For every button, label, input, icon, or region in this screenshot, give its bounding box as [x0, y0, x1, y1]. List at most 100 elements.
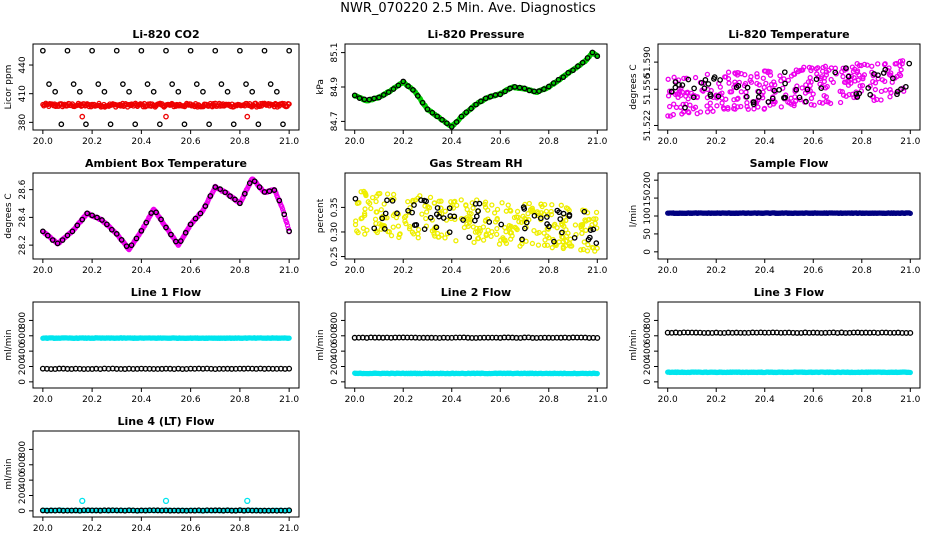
- data-point-black: [46, 81, 52, 87]
- data-point-yellow: [569, 243, 575, 249]
- data-point-magenta: [837, 88, 843, 94]
- data-point-magenta: [677, 88, 683, 95]
- data-point-black: [169, 81, 176, 87]
- data-point-magenta: [878, 88, 885, 95]
- data-point-black: [212, 47, 219, 54]
- data-point-magenta: [898, 67, 904, 73]
- data-point-magenta: [813, 66, 819, 72]
- data-point-black: [769, 95, 776, 102]
- data-point-yellow: [508, 208, 514, 214]
- data-point-black: [691, 85, 697, 92]
- data-point-black: [241, 190, 248, 197]
- data-point-black: [230, 121, 237, 128]
- data-point-magenta: [799, 85, 805, 91]
- data-point-magenta: [704, 103, 710, 109]
- data-point-magenta: [725, 69, 732, 75]
- data-point-black: [698, 79, 705, 86]
- data-point-yellow: [589, 244, 595, 251]
- data-point-yellow: [378, 207, 384, 213]
- data-point-yellow: [476, 225, 483, 232]
- plot-frame: [344, 43, 608, 131]
- panel-line1-flow: Line 1 Flow ml/min 20.0 20.2 20.4 20.6 20.8 21.…: [4, 286, 300, 405]
- plot-frame: [344, 301, 608, 389]
- data-point-navy: [907, 210, 913, 217]
- x-tick-label: 21.0: [279, 524, 299, 534]
- data-point-yellow: [438, 198, 444, 204]
- data-point-black: [594, 334, 601, 341]
- data-point-black: [255, 121, 262, 128]
- data-point-yellow: [365, 199, 371, 205]
- data-point-yellow: [472, 229, 479, 235]
- x-tick-label: 20.2: [393, 266, 413, 276]
- data-point-black: [40, 228, 46, 235]
- data-point-magenta: [828, 76, 834, 83]
- data-point-cyan-spike: [244, 497, 251, 505]
- data-point-yellow: [374, 209, 380, 215]
- data-point-yellow: [498, 237, 504, 243]
- data-point-yellow: [427, 194, 434, 201]
- data-point-yellow: [448, 204, 454, 210]
- data-point-magenta: [760, 75, 766, 81]
- data-point-yellow: [390, 224, 396, 230]
- data-point-black: [424, 106, 431, 113]
- x-tick-label: 20.2: [706, 266, 726, 276]
- x-tick-label: 20.6: [490, 266, 510, 276]
- y-tick-label: 84.9: [330, 77, 340, 97]
- data-point-yellow: [548, 208, 554, 215]
- data-point-yellow: [390, 191, 397, 198]
- x-tick-label: 20.8: [539, 395, 559, 405]
- data-point-red: [286, 101, 292, 107]
- data-point-yellow: [384, 191, 391, 197]
- data-point-yellow: [534, 209, 541, 215]
- data-point-yellow: [561, 223, 567, 229]
- data-point-black: [460, 217, 466, 223]
- data-point-magenta: [875, 76, 881, 82]
- data-point-black: [143, 219, 150, 226]
- data-point-yellow: [592, 248, 598, 254]
- data-point-magenta: [810, 91, 816, 97]
- data-point-black: [715, 93, 722, 100]
- data-point-yellow: [578, 223, 584, 230]
- data-point-black: [584, 55, 591, 61]
- data-point-black: [389, 197, 396, 204]
- data-point-yellow: [431, 231, 437, 237]
- plot-frame: [657, 301, 921, 389]
- data-point-magenta: [872, 86, 878, 93]
- data-point-magenta: [710, 108, 716, 114]
- data-point-black: [478, 98, 484, 105]
- x-tick-label: 21.0: [587, 266, 607, 276]
- data-point-magenta: [857, 83, 863, 89]
- data-point-black: [202, 203, 209, 209]
- data-point-black: [414, 93, 421, 99]
- data-point-yellow: [488, 233, 494, 239]
- data-point-black: [243, 81, 249, 87]
- data-point-black: [222, 189, 228, 196]
- data-point-black: [58, 121, 65, 128]
- data-point-black: [451, 213, 458, 220]
- x-tick-label: 20.8: [539, 137, 559, 147]
- data-point-yellow: [438, 205, 444, 211]
- data-point-cyan: [286, 335, 292, 341]
- data-point-yellow: [499, 200, 505, 206]
- data-point-yellow: [579, 230, 585, 236]
- data-point-black: [200, 88, 206, 95]
- y-tick-label: 400: [18, 471, 28, 488]
- panel-sample-flow: Sample Flow l/min 20.0 20.2 20.4 20.6 20.8 21.0…: [629, 157, 921, 276]
- data-point-magenta: [754, 71, 760, 77]
- y-tick-label: 0.35: [330, 197, 340, 217]
- data-point-black: [682, 104, 688, 111]
- data-point-magenta: [766, 85, 772, 92]
- data-point-black: [280, 121, 286, 128]
- y-axis-label: l/min: [629, 205, 639, 228]
- data-point-yellow: [494, 225, 500, 232]
- data-point-black: [379, 215, 386, 222]
- data-point-black: [182, 229, 189, 236]
- data-point-yellow: [554, 225, 560, 231]
- x-tick-label: 20.8: [230, 266, 250, 276]
- data-point-yellow: [563, 217, 569, 224]
- data-point-black: [575, 63, 581, 70]
- x-tick-label: 20.0: [33, 524, 53, 534]
- data-point-black: [537, 215, 544, 222]
- data-point-black: [702, 77, 709, 83]
- data-point-yellow: [520, 213, 526, 219]
